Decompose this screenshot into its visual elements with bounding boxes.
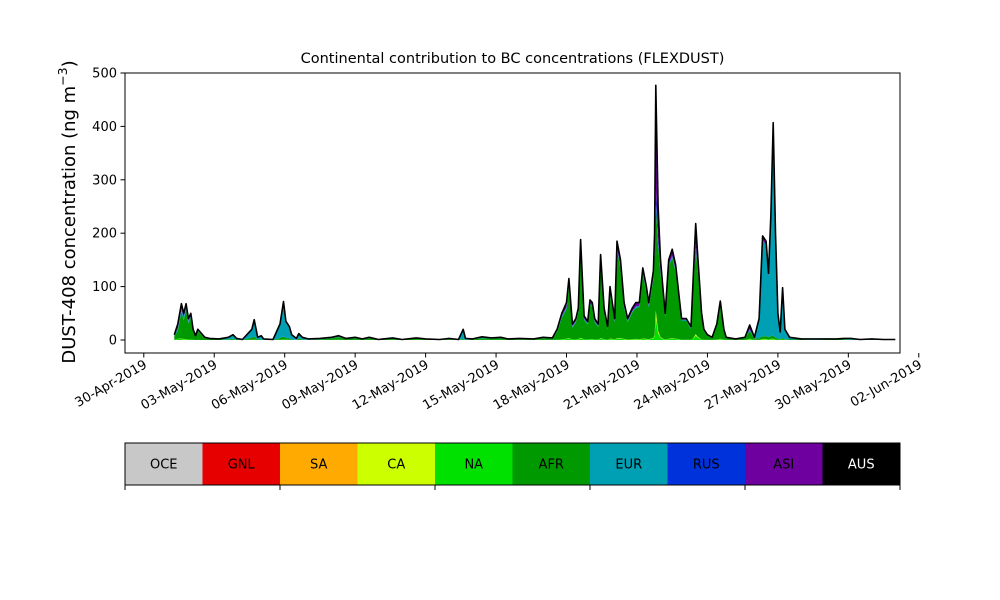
x-tick-label: 18-May-2019 [491, 357, 573, 413]
legend-label-afr: AFR [539, 458, 564, 473]
legend-colorbar: OCE GNL SA CA NA AFR EUR RUS ASI AUS [124, 443, 901, 490]
legend-label-ca: CA [387, 458, 405, 473]
y-axis-label-close: ) [59, 60, 80, 67]
x-tick-label: 24-May-2019 [632, 357, 714, 413]
y-axis: 0 100 200 300 400 500 [92, 67, 125, 349]
y-tick-label: 200 [92, 227, 117, 242]
legend-label-na: NA [464, 458, 483, 473]
y-tick-label: 300 [92, 173, 117, 188]
legend-swatch-oce [125, 443, 203, 485]
x-tick-label: 06-May-2019 [209, 357, 291, 413]
legend-swatch-ca [357, 443, 436, 485]
legend-label-asi: ASI [773, 458, 794, 473]
legend-label-aus: AUS [848, 458, 875, 473]
legend-swatch-sa [280, 443, 358, 485]
legend-swatch-asi [745, 443, 823, 485]
x-tick-label: 27-May-2019 [702, 357, 784, 413]
y-axis-label: DUST-408 concentration (ng m−3) [55, 60, 80, 363]
legend-label-rus: RUS [693, 458, 720, 473]
total-concentration-line [173, 84, 896, 341]
legend-label-sa: SA [310, 458, 327, 473]
legend-swatch-aus [822, 443, 901, 485]
x-tick-label: 02-Jun-2019 [848, 357, 925, 410]
y-axis-label-main: DUST-408 concentration (ng m [59, 86, 80, 364]
legend-swatch-afr [512, 443, 591, 485]
x-axis: 30-Apr-201903-May-201906-May-201909-May-… [73, 353, 925, 413]
x-tick-label: 30-May-2019 [773, 357, 855, 413]
legend-swatch-rus [667, 443, 746, 485]
legend-swatch-gnl [202, 443, 281, 485]
x-tick-label: 03-May-2019 [139, 357, 221, 413]
x-tick-label: 30-Apr-2019 [73, 357, 150, 410]
area-asi [174, 85, 896, 340]
legend-frame [124, 442, 901, 486]
y-tick-label: 100 [92, 280, 117, 295]
legend-label-oce: OCE [150, 458, 178, 473]
y-tick-label: 500 [92, 67, 117, 82]
legend-label-eur: EUR [615, 458, 642, 473]
y-axis-label-unit-exponent: −3 [55, 67, 70, 85]
legend-swatch-eur [590, 443, 668, 485]
x-tick-label: 15-May-2019 [420, 357, 502, 413]
x-tick-label: 12-May-2019 [350, 357, 432, 413]
legend-swatch-na [435, 443, 513, 485]
chart-title: Continental contribution to BC concentra… [301, 51, 725, 67]
y-tick-label: 400 [92, 120, 117, 135]
y-tick-label: 0 [109, 334, 117, 349]
stacked-area-plot [174, 85, 896, 341]
x-tick-label: 09-May-2019 [280, 357, 362, 413]
x-tick-label: 21-May-2019 [561, 357, 643, 413]
legend-label-gnl: GNL [228, 458, 256, 473]
plot-frame [124, 72, 901, 354]
